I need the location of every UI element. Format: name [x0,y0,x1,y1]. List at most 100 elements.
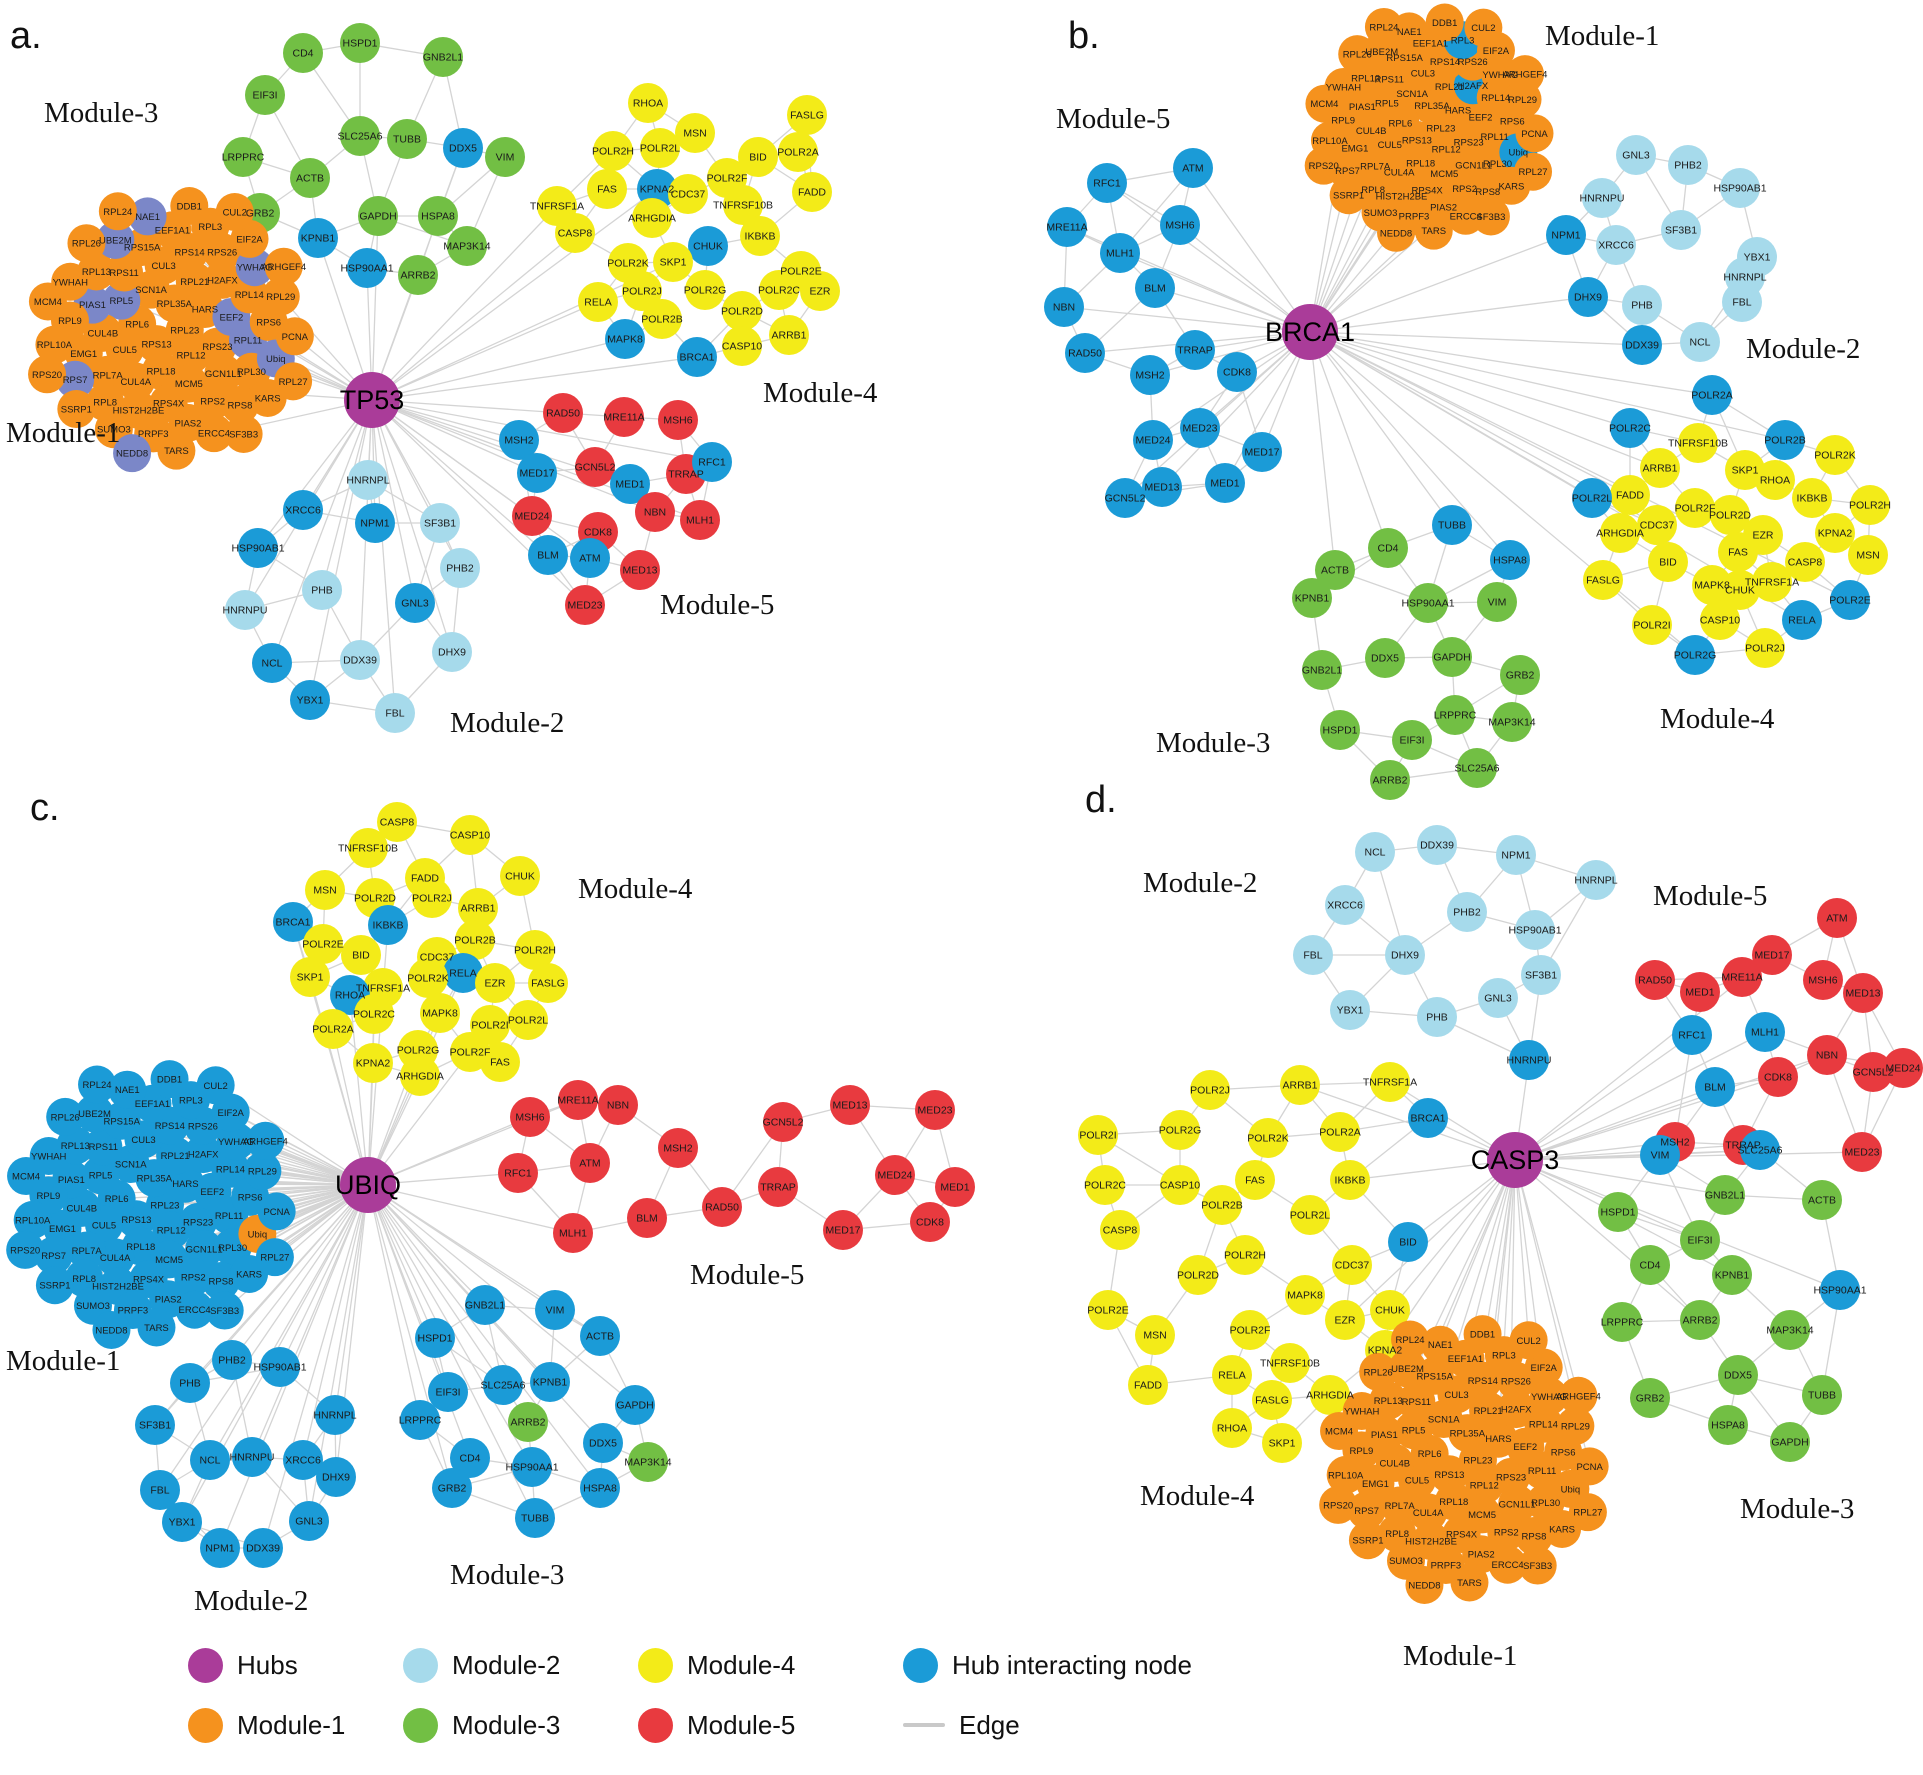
node-CDK8[interactable] [910,1202,950,1242]
node-POLR2H[interactable] [1850,485,1890,525]
node-GAPDH[interactable] [1770,1422,1810,1462]
node-DDX5[interactable] [1718,1355,1758,1395]
node-MSN[interactable] [1848,535,1888,575]
hub-UBIQ[interactable] [340,1157,396,1213]
node-PCNA[interactable] [275,317,314,356]
node-GRB2[interactable] [432,1468,472,1508]
node-TARS[interactable] [157,431,196,470]
node-HNRNPL[interactable] [315,1395,355,1435]
node-POLR2G[interactable] [1160,1110,1200,1150]
node-NPM1[interactable] [355,503,395,543]
node-CDC37[interactable] [668,174,708,214]
node-TNFRSF10B[interactable] [723,185,763,225]
node-CUL4A[interactable] [1409,1493,1448,1532]
node-RPL27[interactable] [1568,1493,1607,1532]
node-GNL3[interactable] [289,1501,329,1541]
node-NCL[interactable] [252,643,292,683]
node-MED13[interactable] [1843,973,1883,1013]
node-SF3B3[interactable] [224,414,263,453]
node-POLR2A[interactable] [1320,1112,1360,1152]
node-RPL29[interactable] [261,277,300,316]
node-POLR2L[interactable] [508,1000,548,1040]
node-CHUK[interactable] [1720,570,1760,610]
node-SKP1[interactable] [653,242,693,282]
node-GAPDH[interactable] [1432,637,1472,677]
node-RAD50[interactable] [1065,333,1105,373]
node-CD4[interactable] [1368,528,1408,568]
node-ACTB[interactable] [290,158,330,198]
node-RPL5[interactable] [81,1156,120,1195]
node-POLR2A[interactable] [313,1009,353,1049]
hub-BRCA1[interactable] [1282,304,1338,360]
node-PCNA[interactable] [1515,114,1554,153]
node-POLR2B[interactable] [455,920,495,960]
node-RELA[interactable] [443,953,483,993]
node-PHB2[interactable] [440,548,480,588]
node-MRE11A[interactable] [558,1080,598,1120]
node-BRCA1[interactable] [1408,1098,1448,1138]
node-MAP3K14[interactable] [1770,1310,1810,1350]
node-TUBB[interactable] [1432,505,1472,545]
node-POLR2H[interactable] [515,930,555,970]
node-MAPK8[interactable] [1285,1275,1325,1315]
node-GNB2L1[interactable] [1302,650,1342,690]
node-CASP10[interactable] [722,326,762,366]
node-HSP90AB1[interactable] [1515,910,1555,950]
node-ARHGDIA[interactable] [400,1056,440,1096]
node-RFC1[interactable] [498,1153,538,1193]
node-POLR2L[interactable] [640,128,680,168]
node-BLM[interactable] [1135,268,1175,308]
node-PHB[interactable] [302,570,342,610]
node-MED17[interactable] [823,1210,863,1250]
node-RPL7A[interactable] [1380,1486,1419,1525]
node-UBE2M[interactable] [96,220,135,259]
node-MAPK8[interactable] [605,319,645,359]
node-HSP90AA1[interactable] [512,1447,552,1487]
node-MED17[interactable] [1242,432,1282,472]
node-CDC37[interactable] [1637,505,1677,545]
node-XRCC6[interactable] [1325,885,1365,925]
node-TNFRSF1A[interactable] [1370,1062,1410,1102]
node-GCN5L2[interactable] [1105,478,1145,518]
node-POLR2F[interactable] [1675,488,1715,528]
node-HSPA8[interactable] [418,196,458,236]
node-MED13[interactable] [1142,467,1182,507]
node-MRE11A[interactable] [604,397,644,437]
node-YWHAG[interactable] [1529,1377,1568,1416]
node-NEDD8[interactable] [1405,1565,1444,1604]
node-DDX5[interactable] [583,1423,623,1463]
node-HNRNPL[interactable] [348,460,388,500]
node-POLR2H[interactable] [593,131,633,171]
node-POLR2C[interactable] [1085,1165,1125,1205]
node-GNB2L1[interactable] [1705,1175,1745,1215]
node-CASP10[interactable] [1700,600,1740,640]
node-SSRP1[interactable] [57,390,96,429]
node-GNB2L1[interactable] [465,1285,505,1325]
node-RPL26[interactable] [67,224,106,263]
node-HSPA8[interactable] [1490,540,1530,580]
node-POLR2D[interactable] [1710,495,1750,535]
node-SSRP1[interactable] [1329,176,1368,215]
node-RAD50[interactable] [702,1187,742,1227]
node-DHX9[interactable] [316,1457,356,1497]
node-EIF3I[interactable] [428,1372,468,1412]
node-DDX39[interactable] [1622,325,1662,365]
node-LRPPRC[interactable] [400,1400,440,1440]
node-SKP1[interactable] [290,957,330,997]
node-MED24[interactable] [1133,420,1173,460]
node-DDB1[interactable] [1425,3,1464,42]
node-CASP8[interactable] [1100,1210,1140,1250]
node-MLH1[interactable] [1745,1012,1785,1052]
node-FAS[interactable] [480,1042,520,1082]
node-ARRB2[interactable] [508,1402,548,1442]
node-FASLG[interactable] [787,95,827,135]
node-RPS2[interactable] [174,1258,213,1297]
node-SF3B1[interactable] [420,503,460,543]
node-MED13[interactable] [830,1085,870,1125]
node-RFC1[interactable] [1087,163,1127,203]
node-CDK8[interactable] [1217,352,1257,392]
node-POLR2E[interactable] [1088,1290,1128,1330]
node-EIF3I[interactable] [1680,1220,1720,1260]
node-LRPPRC[interactable] [1435,695,1475,735]
node-VIM[interactable] [1640,1135,1680,1175]
